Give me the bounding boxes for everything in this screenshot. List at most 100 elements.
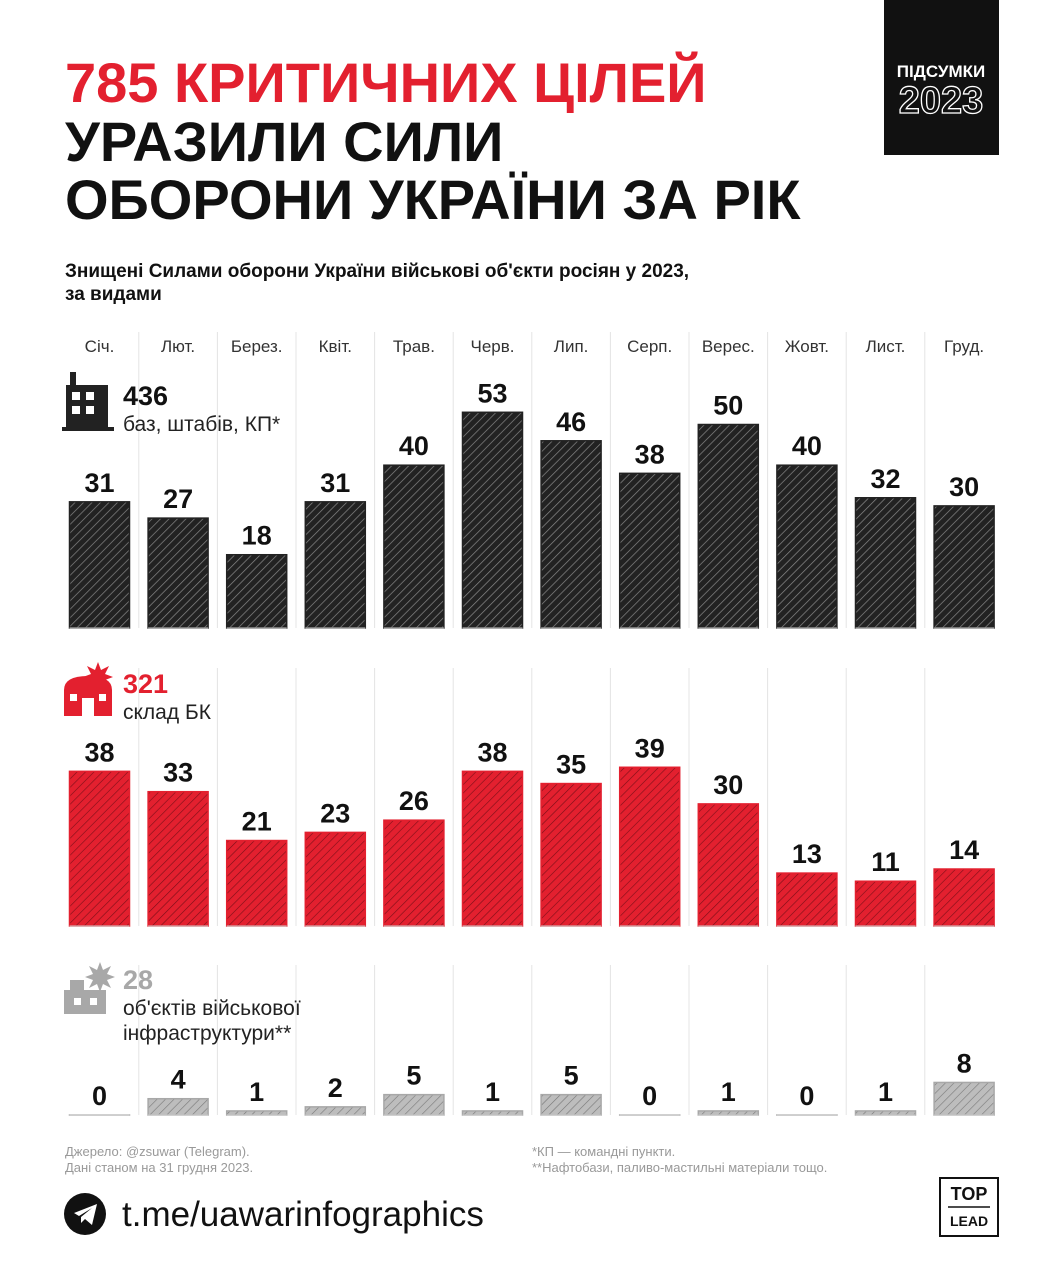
bar: [854, 1110, 917, 1116]
value-label: 5: [564, 1061, 579, 1091]
month-label: Лист.: [866, 337, 906, 356]
panel-total: 436: [123, 381, 168, 411]
bar: [854, 497, 917, 629]
icon-depot: [64, 662, 113, 716]
month-label: Груд.: [944, 337, 984, 356]
month-label: Лют.: [161, 337, 195, 356]
note: *КП — командні пункти.: [532, 1144, 675, 1159]
note: **Нафтобази, паливо-мастильні матеріали …: [532, 1160, 827, 1175]
value-label: 11: [871, 847, 900, 877]
value-label: 23: [320, 798, 350, 828]
title-line: ОБОРОНИ УКРАЇНИ ЗА РІК: [65, 168, 801, 231]
value-label: 35: [556, 750, 586, 780]
bar: [540, 782, 602, 927]
bar: [147, 517, 209, 629]
value-label: 0: [799, 1081, 814, 1111]
value-label: 38: [477, 737, 507, 767]
month-label: Лип.: [554, 337, 589, 356]
logo-text: LEAD: [950, 1213, 988, 1229]
bar: [461, 770, 524, 927]
panel-label: інфраструктури**: [123, 1022, 291, 1045]
value-label: 32: [870, 464, 900, 494]
month-label: Берез.: [231, 337, 283, 356]
bar: [68, 501, 131, 629]
value-label: 0: [642, 1081, 657, 1111]
icon-buildings: [62, 372, 114, 431]
bar: [225, 553, 288, 629]
value-label: 14: [949, 835, 979, 865]
bar: [697, 423, 760, 629]
bar: [383, 819, 445, 927]
bar: [461, 411, 524, 629]
panel-label: баз, штабів, КП*: [123, 413, 280, 436]
bar: [383, 464, 445, 629]
value-label: 30: [949, 472, 979, 502]
title-line: 785 КРИТИЧНИХ ЦІЛЕЙ: [65, 51, 707, 114]
bar: [933, 868, 995, 927]
bar: [776, 872, 838, 927]
bar: [304, 501, 367, 629]
value-label: 31: [84, 468, 114, 498]
value-label: 1: [878, 1077, 893, 1107]
value-label: 0: [92, 1081, 107, 1111]
bar: [776, 464, 838, 629]
badge: [884, 0, 999, 155]
bar: [304, 1106, 367, 1116]
bar: [697, 1110, 760, 1116]
value-label: 39: [635, 733, 665, 763]
charts: Січ. Лют. Берез. Квіт. Трав. Черв. Лип. Серп. Ве…: [68, 332, 995, 1116]
logo-text: TOP: [951, 1184, 988, 1204]
month-label: Трав.: [393, 337, 435, 356]
bar: [540, 1093, 602, 1116]
month-label: Серп.: [627, 337, 672, 356]
subtitle: Знищені Силами оборони України військові…: [65, 261, 689, 282]
value-label: 38: [84, 737, 114, 767]
icon-infrastructure: [64, 962, 115, 1014]
value-label: 40: [399, 431, 429, 461]
value-label: 26: [399, 786, 429, 816]
value-label: 13: [792, 839, 822, 869]
value-label: 1: [249, 1077, 264, 1107]
panel-total: 28: [123, 965, 153, 995]
badge-year: 2023: [899, 80, 984, 122]
title-line: УРАЗИЛИ СИЛИ: [65, 110, 503, 173]
value-label: 31: [320, 468, 350, 498]
value-label: 40: [792, 431, 822, 461]
bar: [618, 766, 681, 927]
bar: [147, 790, 209, 927]
value-label: 30: [713, 770, 743, 800]
month-label: Жовт.: [785, 337, 829, 356]
value-label: 2: [328, 1073, 343, 1103]
bar: [383, 1093, 445, 1116]
value-label: 46: [556, 407, 586, 437]
month-label: Квіт.: [319, 337, 352, 356]
bar: [225, 839, 288, 927]
value-label: 1: [721, 1077, 736, 1107]
panel-label: об'єктів військової: [123, 997, 301, 1020]
value-label: 4: [171, 1065, 186, 1095]
panel-label: склад БК: [123, 701, 212, 724]
value-label: 1: [485, 1077, 500, 1107]
value-label: 53: [477, 378, 507, 408]
bar: [618, 472, 681, 629]
bar: [225, 1110, 288, 1116]
value-label: 21: [242, 807, 272, 837]
panel-total: 321: [123, 669, 168, 699]
bar: [68, 770, 131, 927]
telegram-icon: [64, 1193, 106, 1235]
badge-label: ПІДСУМКИ: [897, 62, 985, 81]
bar: [697, 803, 760, 927]
value-label: 27: [163, 484, 193, 514]
link[interactable]: t.me/uawarinfographics: [122, 1195, 484, 1234]
bar: [147, 1097, 209, 1116]
subtitle: за видами: [65, 284, 162, 305]
month-label: Черв.: [471, 337, 515, 356]
value-label: 18: [242, 521, 272, 551]
bar: [540, 440, 602, 629]
value-label: 38: [635, 439, 665, 469]
bar: [304, 831, 367, 927]
value-label: 50: [713, 391, 743, 421]
bar: [461, 1110, 524, 1116]
month-label: Січ.: [85, 337, 115, 356]
